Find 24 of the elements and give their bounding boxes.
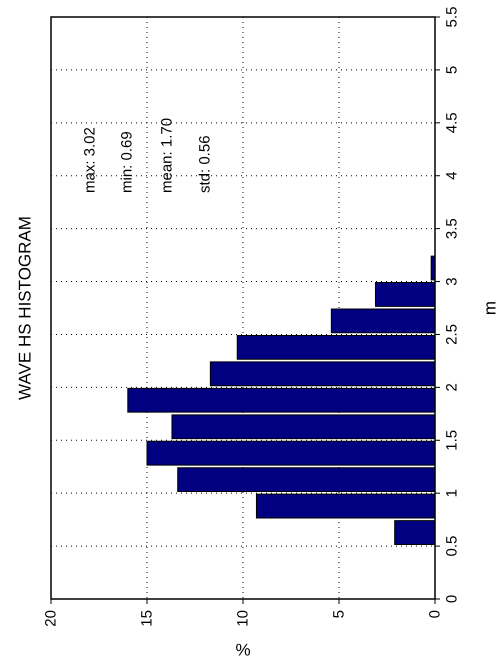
y-tick-label: 1 [444, 489, 460, 498]
annotation: std: 0.56 [196, 135, 214, 193]
y-tick-label: 0 [444, 594, 460, 604]
y-tick-label: 3 [444, 277, 460, 286]
y-tick-label: 2.5 [444, 324, 460, 345]
x-tick-label: 20 [42, 610, 60, 627]
y-tick-label: 5 [444, 66, 460, 74]
x-tick-label: 5 [330, 610, 348, 618]
y-tick-label: 0.5 [444, 536, 460, 557]
y-tick-label: 2 [444, 383, 460, 392]
y-tick-label: 4.5 [444, 112, 460, 134]
y-axis-title: m [480, 300, 500, 316]
y-tick-label: 1.5 [444, 430, 460, 451]
annotation: min: 0.69 [118, 131, 136, 193]
annotation: mean: 1.70 [158, 118, 176, 193]
x-tick-label: 0 [426, 610, 444, 618]
annotation: max: 3.02 [82, 127, 98, 193]
text: WAVE HS HISTOGRAM [16, 216, 34, 400]
x-tick-label: 15 [138, 610, 156, 627]
y-tick-label: 3.5 [444, 218, 460, 240]
y-tick-label: 5.5 [444, 6, 460, 28]
x-tick-label: 10 [234, 610, 252, 627]
x-axis-title: % [235, 640, 251, 660]
y-tick-label: 4 [444, 172, 460, 180]
